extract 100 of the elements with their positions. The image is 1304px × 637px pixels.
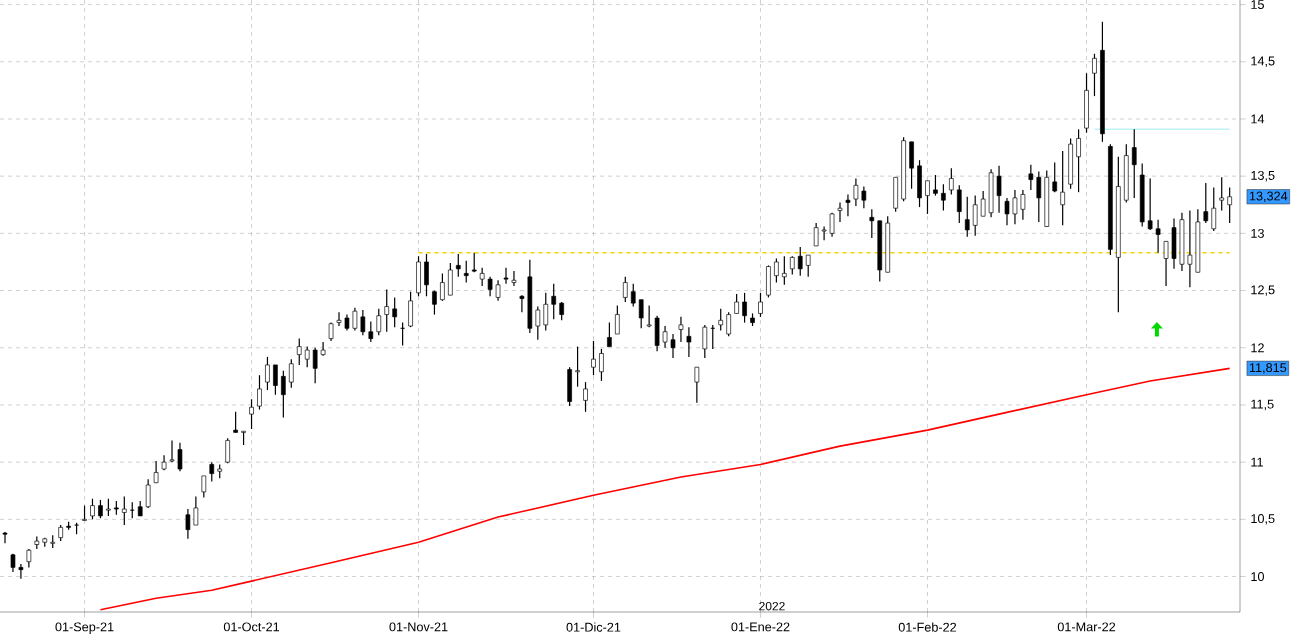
candlestick (933, 174, 938, 197)
candlestick (964, 196, 970, 238)
y-tick-label: 14,5 (1251, 56, 1275, 67)
candlestick (209, 461, 215, 483)
candlestick (678, 316, 684, 343)
candlestick (1203, 182, 1209, 224)
candlestick (26, 548, 32, 568)
candlestick (535, 305, 541, 341)
candlestick (583, 381, 588, 413)
candlestick (861, 185, 867, 209)
candlestick (360, 309, 366, 336)
candlestick (177, 442, 183, 472)
candlestick (121, 495, 127, 526)
candlestick (686, 326, 692, 358)
y-tick-label: 15 (1251, 0, 1264, 9)
candlestick (742, 292, 747, 324)
candlestick (384, 288, 390, 333)
candlestick (1155, 219, 1161, 254)
y-tick-label: 11,5 (1251, 399, 1274, 411)
candlestick (193, 495, 199, 526)
candlestick (273, 364, 278, 396)
candlestick (758, 292, 763, 318)
candlestick (249, 398, 254, 430)
candlestick (519, 294, 525, 313)
candlestick (805, 254, 811, 278)
candlestick (949, 167, 954, 196)
candlestick (1060, 150, 1065, 226)
y-tick-label: 13 (1251, 228, 1264, 238)
y-tick-label: 13,5 (1251, 170, 1275, 182)
candlestick (153, 460, 159, 484)
candlestick (1163, 240, 1169, 287)
candlestick (320, 341, 326, 357)
candlestick (432, 289, 437, 316)
annotation: 2022 (759, 601, 785, 611)
candlestick (638, 299, 644, 329)
candlestick (1036, 170, 1042, 223)
y-tick-label: 12,5 (1251, 285, 1275, 296)
y-tick-label: 11 (1251, 457, 1263, 467)
candlestick (1076, 128, 1081, 193)
candlestick (726, 311, 731, 337)
candlestick (503, 267, 509, 285)
candlestick (2, 531, 8, 544)
x-tick-label: 01-Sep-21 (55, 622, 114, 634)
y-tick-label: 10,5 (1251, 514, 1275, 525)
candlestick (925, 180, 930, 215)
candlestick (845, 193, 851, 217)
y-tick-label: 14 (1251, 114, 1265, 124)
candlestick (257, 374, 262, 411)
candlestick (837, 201, 843, 223)
candlestick (607, 321, 612, 348)
candlestick (670, 333, 676, 359)
candlestick (1028, 164, 1034, 191)
candlestick (829, 212, 835, 238)
candlestick (304, 346, 310, 368)
candlestick (392, 296, 397, 328)
candlestick (201, 475, 207, 499)
candlestick (487, 276, 493, 297)
candlestick (630, 283, 636, 308)
candlestick (599, 348, 604, 382)
candlestick (145, 478, 151, 509)
candlestick (424, 253, 429, 297)
candlestick (336, 311, 342, 327)
candlestick (980, 190, 986, 217)
y-tick-label: 10 (1251, 572, 1264, 582)
y-tick-label: 12 (1251, 343, 1264, 353)
candlestick (296, 338, 302, 366)
candlestick (662, 325, 668, 349)
candlestick (615, 304, 620, 335)
candlestick (511, 270, 517, 287)
candlestick (789, 255, 795, 276)
candlestick (941, 183, 946, 212)
candlestick (821, 225, 827, 241)
candlestick (495, 279, 501, 302)
candlestick (782, 255, 787, 286)
candlestick (972, 195, 978, 237)
candlestick (281, 370, 286, 419)
candlestick (1131, 128, 1137, 199)
candlestick (18, 563, 24, 580)
candlestick (734, 293, 739, 315)
candlestick (694, 366, 700, 404)
candlestick (455, 253, 461, 278)
candlestick (463, 260, 469, 284)
candlestick (1147, 177, 1153, 231)
candlestick (956, 184, 962, 224)
candlestick (1211, 187, 1217, 232)
candlestick (853, 177, 859, 207)
candlestick (1219, 176, 1225, 212)
candlestick (233, 411, 238, 434)
candlestick (368, 320, 374, 343)
candlestick (352, 307, 358, 332)
candlestick (551, 283, 557, 320)
candlestick (774, 257, 779, 284)
candlestick (90, 498, 95, 520)
text: 11,815 (1249, 363, 1287, 374)
x-tick-label: 01-Feb-22 (898, 622, 957, 632)
x-tick-label: 01-Nov-21 (389, 622, 448, 632)
candlestick (996, 165, 1002, 214)
candlestick (1227, 187, 1232, 224)
candlestick (376, 308, 382, 336)
candlestick (312, 347, 318, 384)
